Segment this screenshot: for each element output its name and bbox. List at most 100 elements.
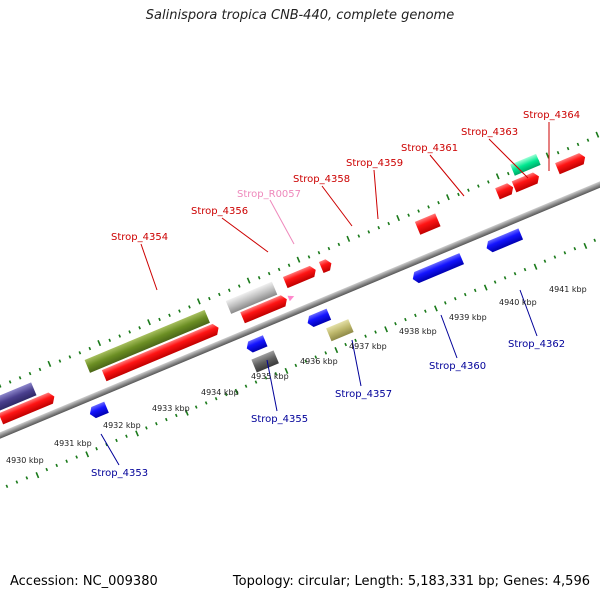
gene-strop-4352b[interactable] <box>0 391 57 425</box>
gene-strop-4362[interactable] <box>484 228 524 253</box>
gene-strop-4355[interactable] <box>244 335 268 354</box>
minor-tick <box>576 142 580 147</box>
minor-tick <box>45 467 49 472</box>
minor-tick <box>387 221 391 226</box>
label-strop-4357: Strop_4357 <box>335 389 392 400</box>
minor-tick <box>244 384 248 388</box>
major-tick <box>47 360 52 367</box>
minor-tick <box>257 276 261 280</box>
major-tick <box>384 326 388 333</box>
minor-tick <box>237 284 241 288</box>
minor-tick <box>424 309 427 313</box>
minor-tick <box>294 363 298 368</box>
rna-callout <box>269 199 295 245</box>
minor-tick <box>573 246 577 251</box>
minor-tick <box>487 180 490 184</box>
minor-tick <box>25 476 29 480</box>
minor-tick <box>337 242 341 247</box>
minor-tick <box>427 205 430 209</box>
label-strop-4359: Strop_4359 <box>346 158 403 169</box>
minor-tick <box>158 317 161 322</box>
gene-strop-4365[interactable] <box>555 152 587 175</box>
minor-tick <box>556 151 560 155</box>
major-tick <box>147 319 151 326</box>
major-tick <box>135 430 139 437</box>
minor-tick <box>227 288 231 292</box>
major-tick <box>296 256 301 263</box>
label-strop-r0057: Strop_R0057 <box>237 189 301 200</box>
kbp-label-4934: 4934 kbp <box>201 388 239 397</box>
minor-tick <box>467 188 470 192</box>
minor-tick <box>566 146 570 151</box>
gene-strop-4358[interactable] <box>282 264 318 289</box>
minor-tick <box>563 251 567 255</box>
gene-strop-4354b[interactable] <box>101 322 221 382</box>
gene-strop-4355b[interactable] <box>251 350 279 373</box>
kbp-label-4938: 4938 kbp <box>399 327 437 336</box>
minor-tick <box>404 317 407 322</box>
major-tick <box>85 451 90 458</box>
gene-strop-4360[interactable] <box>410 253 465 285</box>
minor-tick <box>168 313 171 317</box>
gene-strop-4357b[interactable] <box>326 319 354 342</box>
gene-strop-4356b[interactable] <box>240 294 289 324</box>
gene-strop-4364[interactable] <box>510 153 541 176</box>
label-strop-4355: Strop_4355 <box>251 414 308 425</box>
minor-tick <box>377 226 381 230</box>
kbp-label-4940: 4940 kbp <box>499 298 537 307</box>
minor-tick <box>218 292 221 297</box>
gene-strop-4357[interactable] <box>305 308 332 329</box>
gene-strop-4354[interactable] <box>84 309 210 373</box>
label-strop-4360: Strop_4360 <box>429 361 486 372</box>
minor-tick <box>224 392 228 397</box>
minor-tick <box>493 280 497 284</box>
minor-tick <box>118 334 122 338</box>
gene-strop-4363[interactable] <box>495 182 515 200</box>
label-strop-4358: Strop_4358 <box>293 174 350 185</box>
minor-tick <box>513 272 517 276</box>
minor-tick <box>145 426 148 430</box>
minor-tick <box>194 405 198 409</box>
minor-tick <box>15 480 19 484</box>
kbp-label-4931: 4931 kbp <box>54 439 92 448</box>
minor-tick <box>204 401 208 405</box>
gene-strop-4361[interactable] <box>414 213 441 235</box>
minor-tick <box>128 330 131 334</box>
major-tick <box>595 131 600 138</box>
major-tick <box>0 381 2 388</box>
major-tick <box>396 214 400 222</box>
minor-tick <box>543 259 547 263</box>
rna-strop-r0057[interactable] <box>287 293 296 302</box>
minor-tick <box>8 380 12 384</box>
minor-tick <box>125 434 128 438</box>
major-tick <box>234 388 239 395</box>
gene-strop-4359[interactable] <box>318 258 334 274</box>
gene-strop-4356[interactable] <box>225 281 278 314</box>
minor-tick <box>463 292 467 297</box>
major-tick <box>284 367 289 375</box>
major-tick <box>346 235 351 242</box>
minor-tick <box>344 342 347 347</box>
label-strop-4354: Strop_4354 <box>111 232 168 243</box>
minor-tick <box>586 138 590 142</box>
minor-tick <box>417 209 420 213</box>
minor-tick <box>208 296 211 301</box>
reverse-callouts <box>100 289 538 466</box>
kbp-label-4930: 4930 kbp <box>6 456 44 465</box>
gene-strop-4352[interactable] <box>0 382 37 420</box>
gene-strop-4363b[interactable] <box>511 171 542 193</box>
minor-tick <box>88 346 92 351</box>
minor-tick <box>5 484 9 488</box>
major-tick <box>533 263 538 270</box>
minor-tick <box>274 372 278 376</box>
minor-tick <box>55 463 59 468</box>
minor-tick <box>367 230 371 234</box>
minor-tick <box>65 459 69 463</box>
label-strop-4364: Strop_4364 <box>523 110 580 121</box>
minor-tick <box>155 422 158 426</box>
major-tick <box>434 305 438 312</box>
gene-strop-4353[interactable] <box>88 401 109 420</box>
major-tick <box>583 242 588 249</box>
minor-tick <box>364 334 367 338</box>
